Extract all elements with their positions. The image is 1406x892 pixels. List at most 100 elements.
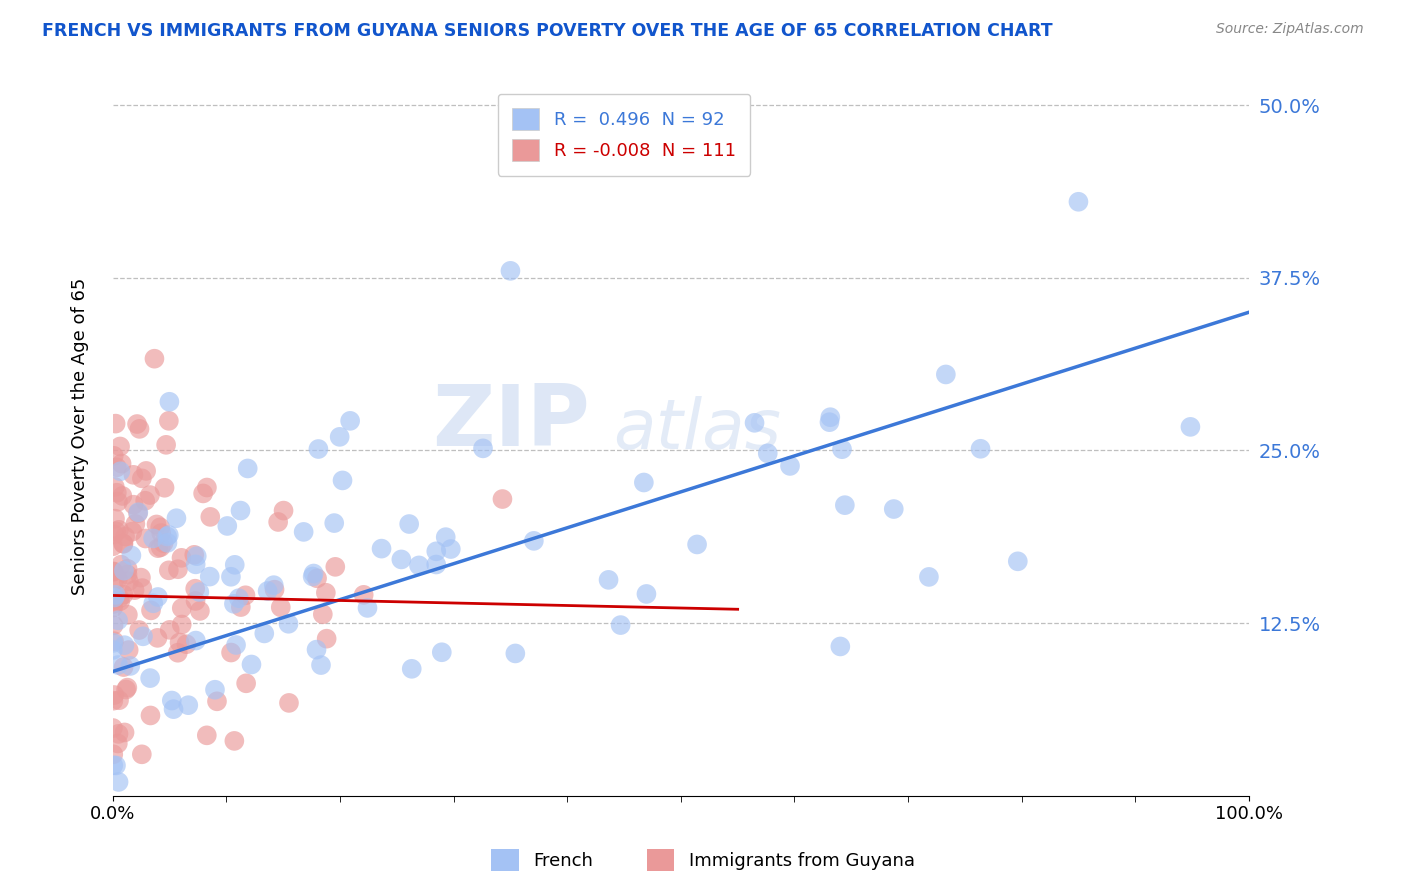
Point	[103, 565, 125, 579]
Point	[219, 646, 242, 660]
Point	[103, 636, 125, 650]
Point	[103, 591, 125, 605]
Point	[169, 635, 191, 649]
Point	[472, 442, 495, 456]
Point	[104, 511, 127, 525]
Point	[200, 509, 222, 524]
Point	[820, 410, 842, 425]
Point	[117, 562, 139, 576]
Point	[101, 643, 124, 657]
Point	[103, 618, 125, 632]
Point	[143, 351, 166, 366]
Point	[150, 526, 173, 541]
Point	[101, 594, 124, 608]
Point	[188, 585, 211, 599]
Legend: French, Immigrants from Guyana: French, Immigrants from Guyana	[484, 842, 922, 879]
Point	[108, 693, 131, 707]
Point	[108, 440, 131, 454]
Point	[224, 734, 246, 748]
Point	[128, 422, 150, 436]
Point	[167, 562, 190, 576]
Point	[356, 601, 378, 615]
Point	[430, 645, 453, 659]
Point	[756, 446, 779, 460]
Point	[198, 569, 221, 583]
Point	[112, 564, 135, 578]
Point	[217, 519, 239, 533]
Text: Source: ZipAtlas.com: Source: ZipAtlas.com	[1216, 22, 1364, 37]
Point	[170, 550, 193, 565]
Point	[636, 587, 658, 601]
Point	[162, 702, 184, 716]
Point	[160, 693, 183, 707]
Point	[315, 632, 337, 646]
Point	[309, 658, 332, 673]
Point	[103, 573, 125, 587]
Point	[120, 659, 142, 673]
Text: ZIP: ZIP	[432, 381, 591, 464]
Point	[229, 503, 252, 517]
Point	[135, 464, 157, 478]
Point	[122, 467, 145, 482]
Point	[142, 596, 165, 610]
Point	[157, 563, 180, 577]
Point	[129, 571, 152, 585]
Point	[101, 597, 124, 611]
Point	[235, 676, 257, 690]
Point	[401, 662, 423, 676]
Point	[101, 721, 124, 735]
Point	[219, 570, 242, 584]
Point	[159, 623, 181, 637]
Point	[425, 558, 447, 572]
Point	[101, 600, 124, 615]
Point	[139, 488, 162, 502]
Point	[153, 481, 176, 495]
Point	[277, 616, 299, 631]
Point	[157, 414, 180, 428]
Point	[205, 694, 228, 708]
Point	[139, 708, 162, 723]
Point	[107, 736, 129, 750]
Point	[125, 417, 148, 431]
Point	[103, 527, 125, 541]
Point	[830, 640, 852, 654]
Point	[157, 394, 180, 409]
Point	[103, 747, 125, 762]
Point	[834, 498, 856, 512]
Point	[108, 591, 131, 605]
Point	[146, 631, 169, 645]
Point	[127, 506, 149, 520]
Point	[228, 591, 250, 606]
Point	[103, 449, 125, 463]
Point	[103, 694, 125, 708]
Point	[184, 582, 207, 596]
Point	[744, 416, 766, 430]
Point	[104, 417, 127, 431]
Point	[115, 682, 138, 697]
Point	[224, 558, 246, 572]
Point	[131, 471, 153, 485]
Point	[110, 457, 132, 471]
Point	[118, 574, 141, 589]
Point	[188, 604, 211, 618]
Point	[112, 537, 135, 551]
Point	[122, 498, 145, 512]
Point	[156, 536, 179, 550]
Point	[112, 660, 135, 674]
Point	[165, 511, 187, 525]
Point	[111, 489, 134, 503]
Point	[166, 646, 188, 660]
Point	[263, 582, 285, 597]
Point	[105, 485, 128, 500]
Point	[253, 626, 276, 640]
Point	[156, 529, 179, 543]
Point	[184, 558, 207, 572]
Point	[177, 698, 200, 713]
Point	[918, 570, 941, 584]
Point	[105, 460, 128, 475]
Y-axis label: Seniors Poverty Over the Age of 65: Seniors Poverty Over the Age of 65	[72, 278, 89, 595]
Point	[353, 588, 375, 602]
Point	[598, 573, 620, 587]
Point	[256, 584, 278, 599]
Point	[609, 618, 631, 632]
